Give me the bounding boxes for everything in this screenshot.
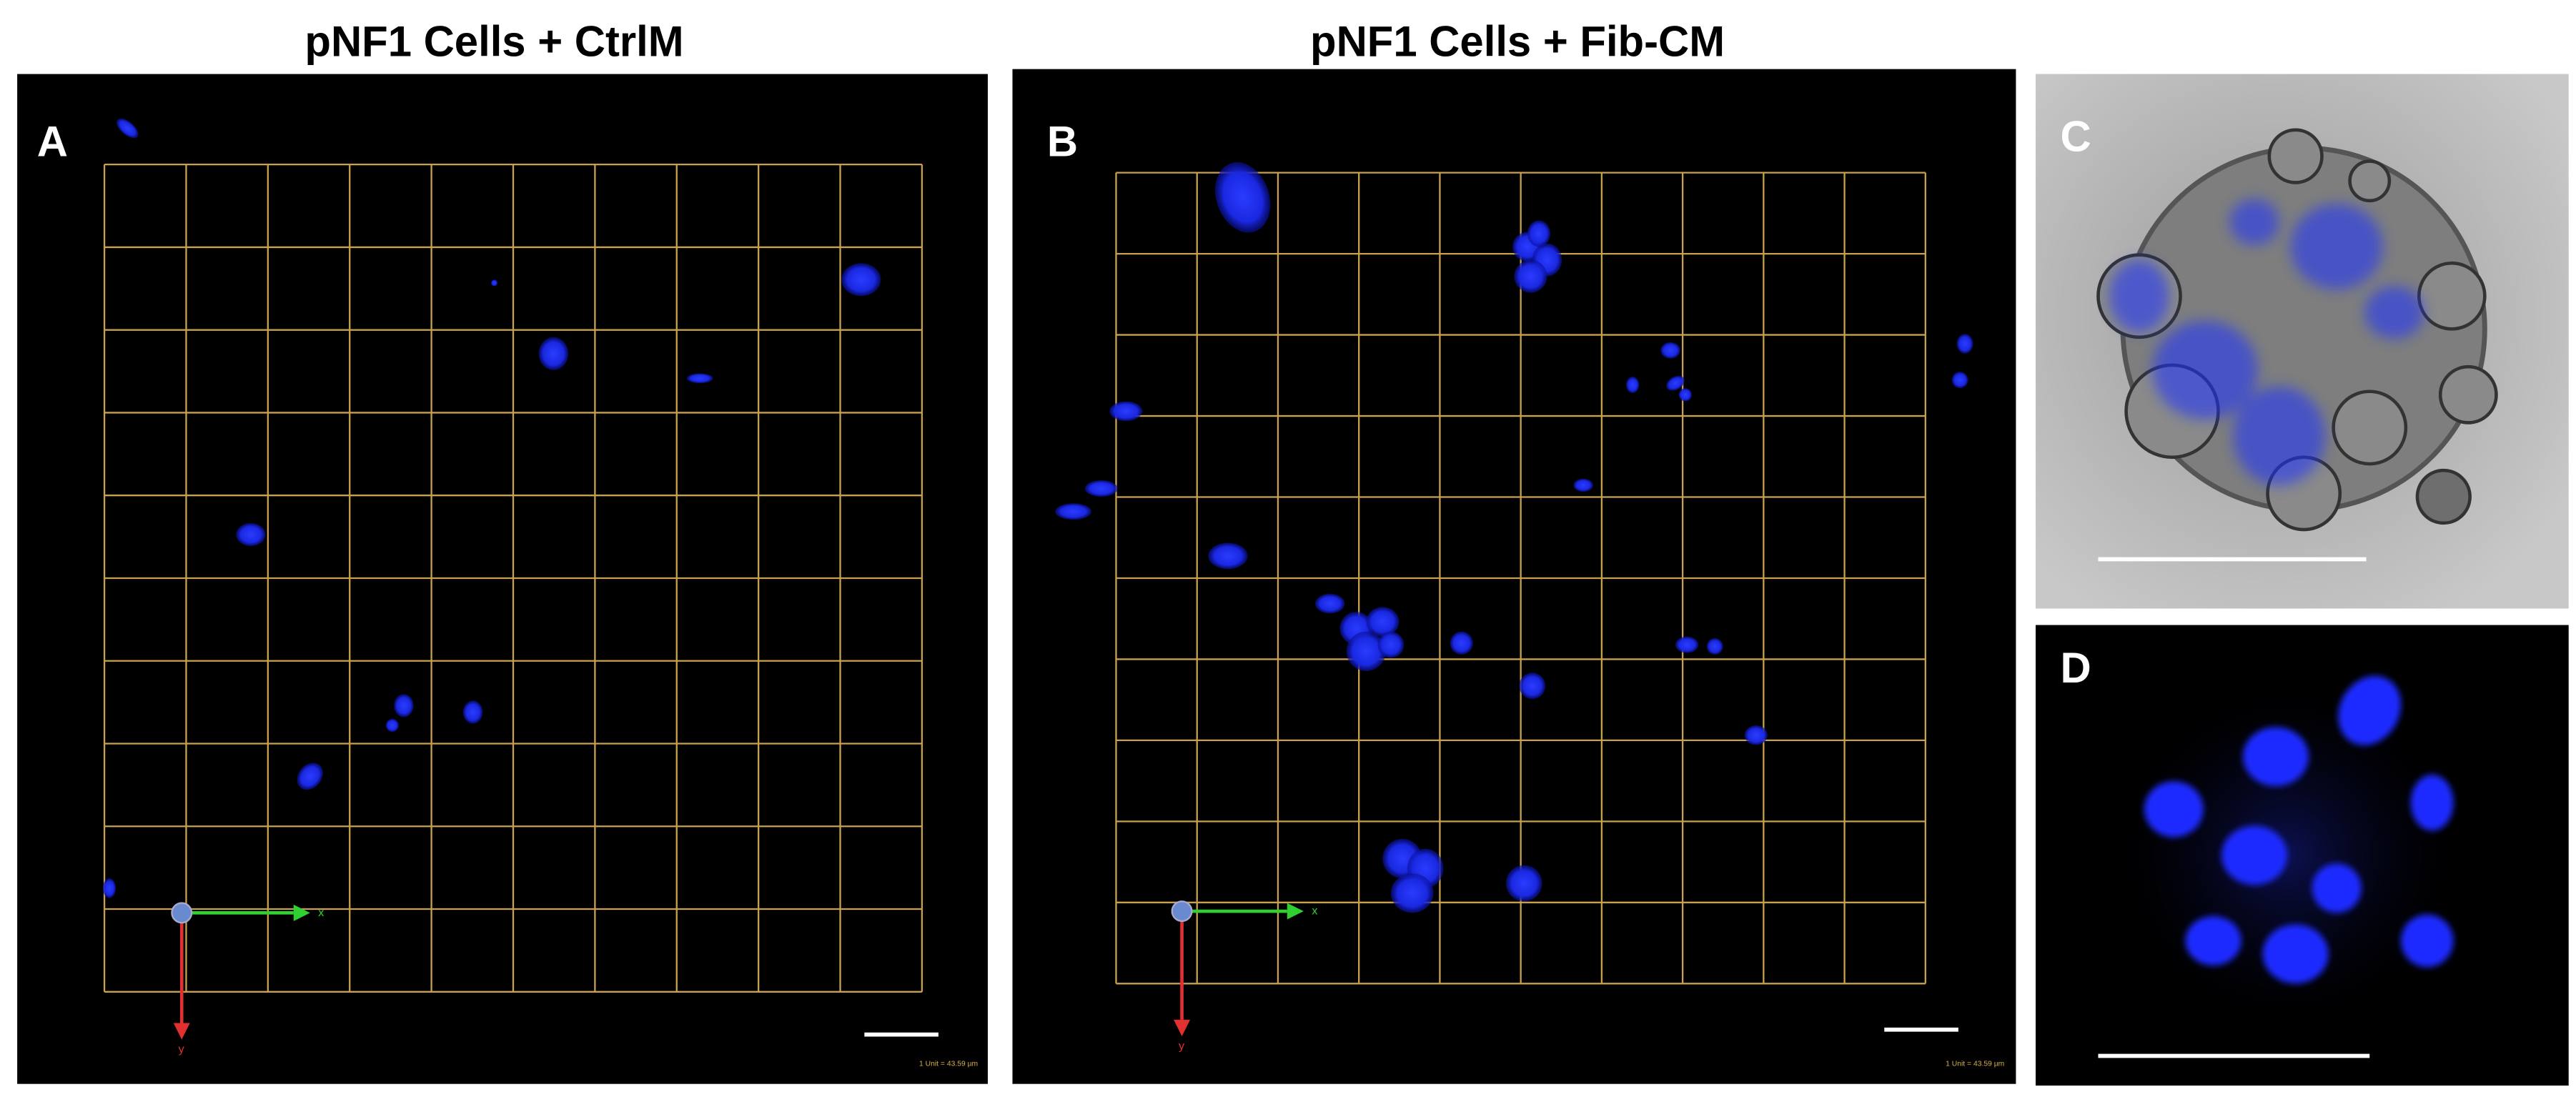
scale-text: 1 Unit = 43.59 µm [919, 1060, 978, 1068]
nuclei [1055, 162, 1973, 913]
nuclei [102, 118, 881, 898]
axis-label: x [1312, 905, 1317, 918]
grid [103, 163, 923, 993]
panel-label: D [2061, 644, 2091, 692]
panel-title: pNF1 Cells + Fib-CM [1310, 17, 1725, 65]
cell-cluster [2096, 128, 2498, 532]
panel-b [1012, 69, 2016, 1084]
panel-label: C [2061, 113, 2091, 161]
nuclei [2144, 675, 2454, 984]
scale-text: 1 Unit = 43.59 µm [1946, 1060, 2004, 1068]
panel-label: B [1047, 118, 1078, 166]
panel-label: A [37, 118, 68, 166]
panel-title: pNF1 Cells + CtrlM [304, 17, 683, 65]
axis-label: y [179, 1043, 185, 1056]
grid [1115, 172, 1926, 985]
axis-triad [171, 902, 310, 1040]
axis-label: x [318, 906, 324, 919]
axis-label: y [1179, 1039, 1185, 1052]
nuclei-overlay [2109, 199, 2424, 485]
axis-triad [1171, 900, 1304, 1036]
